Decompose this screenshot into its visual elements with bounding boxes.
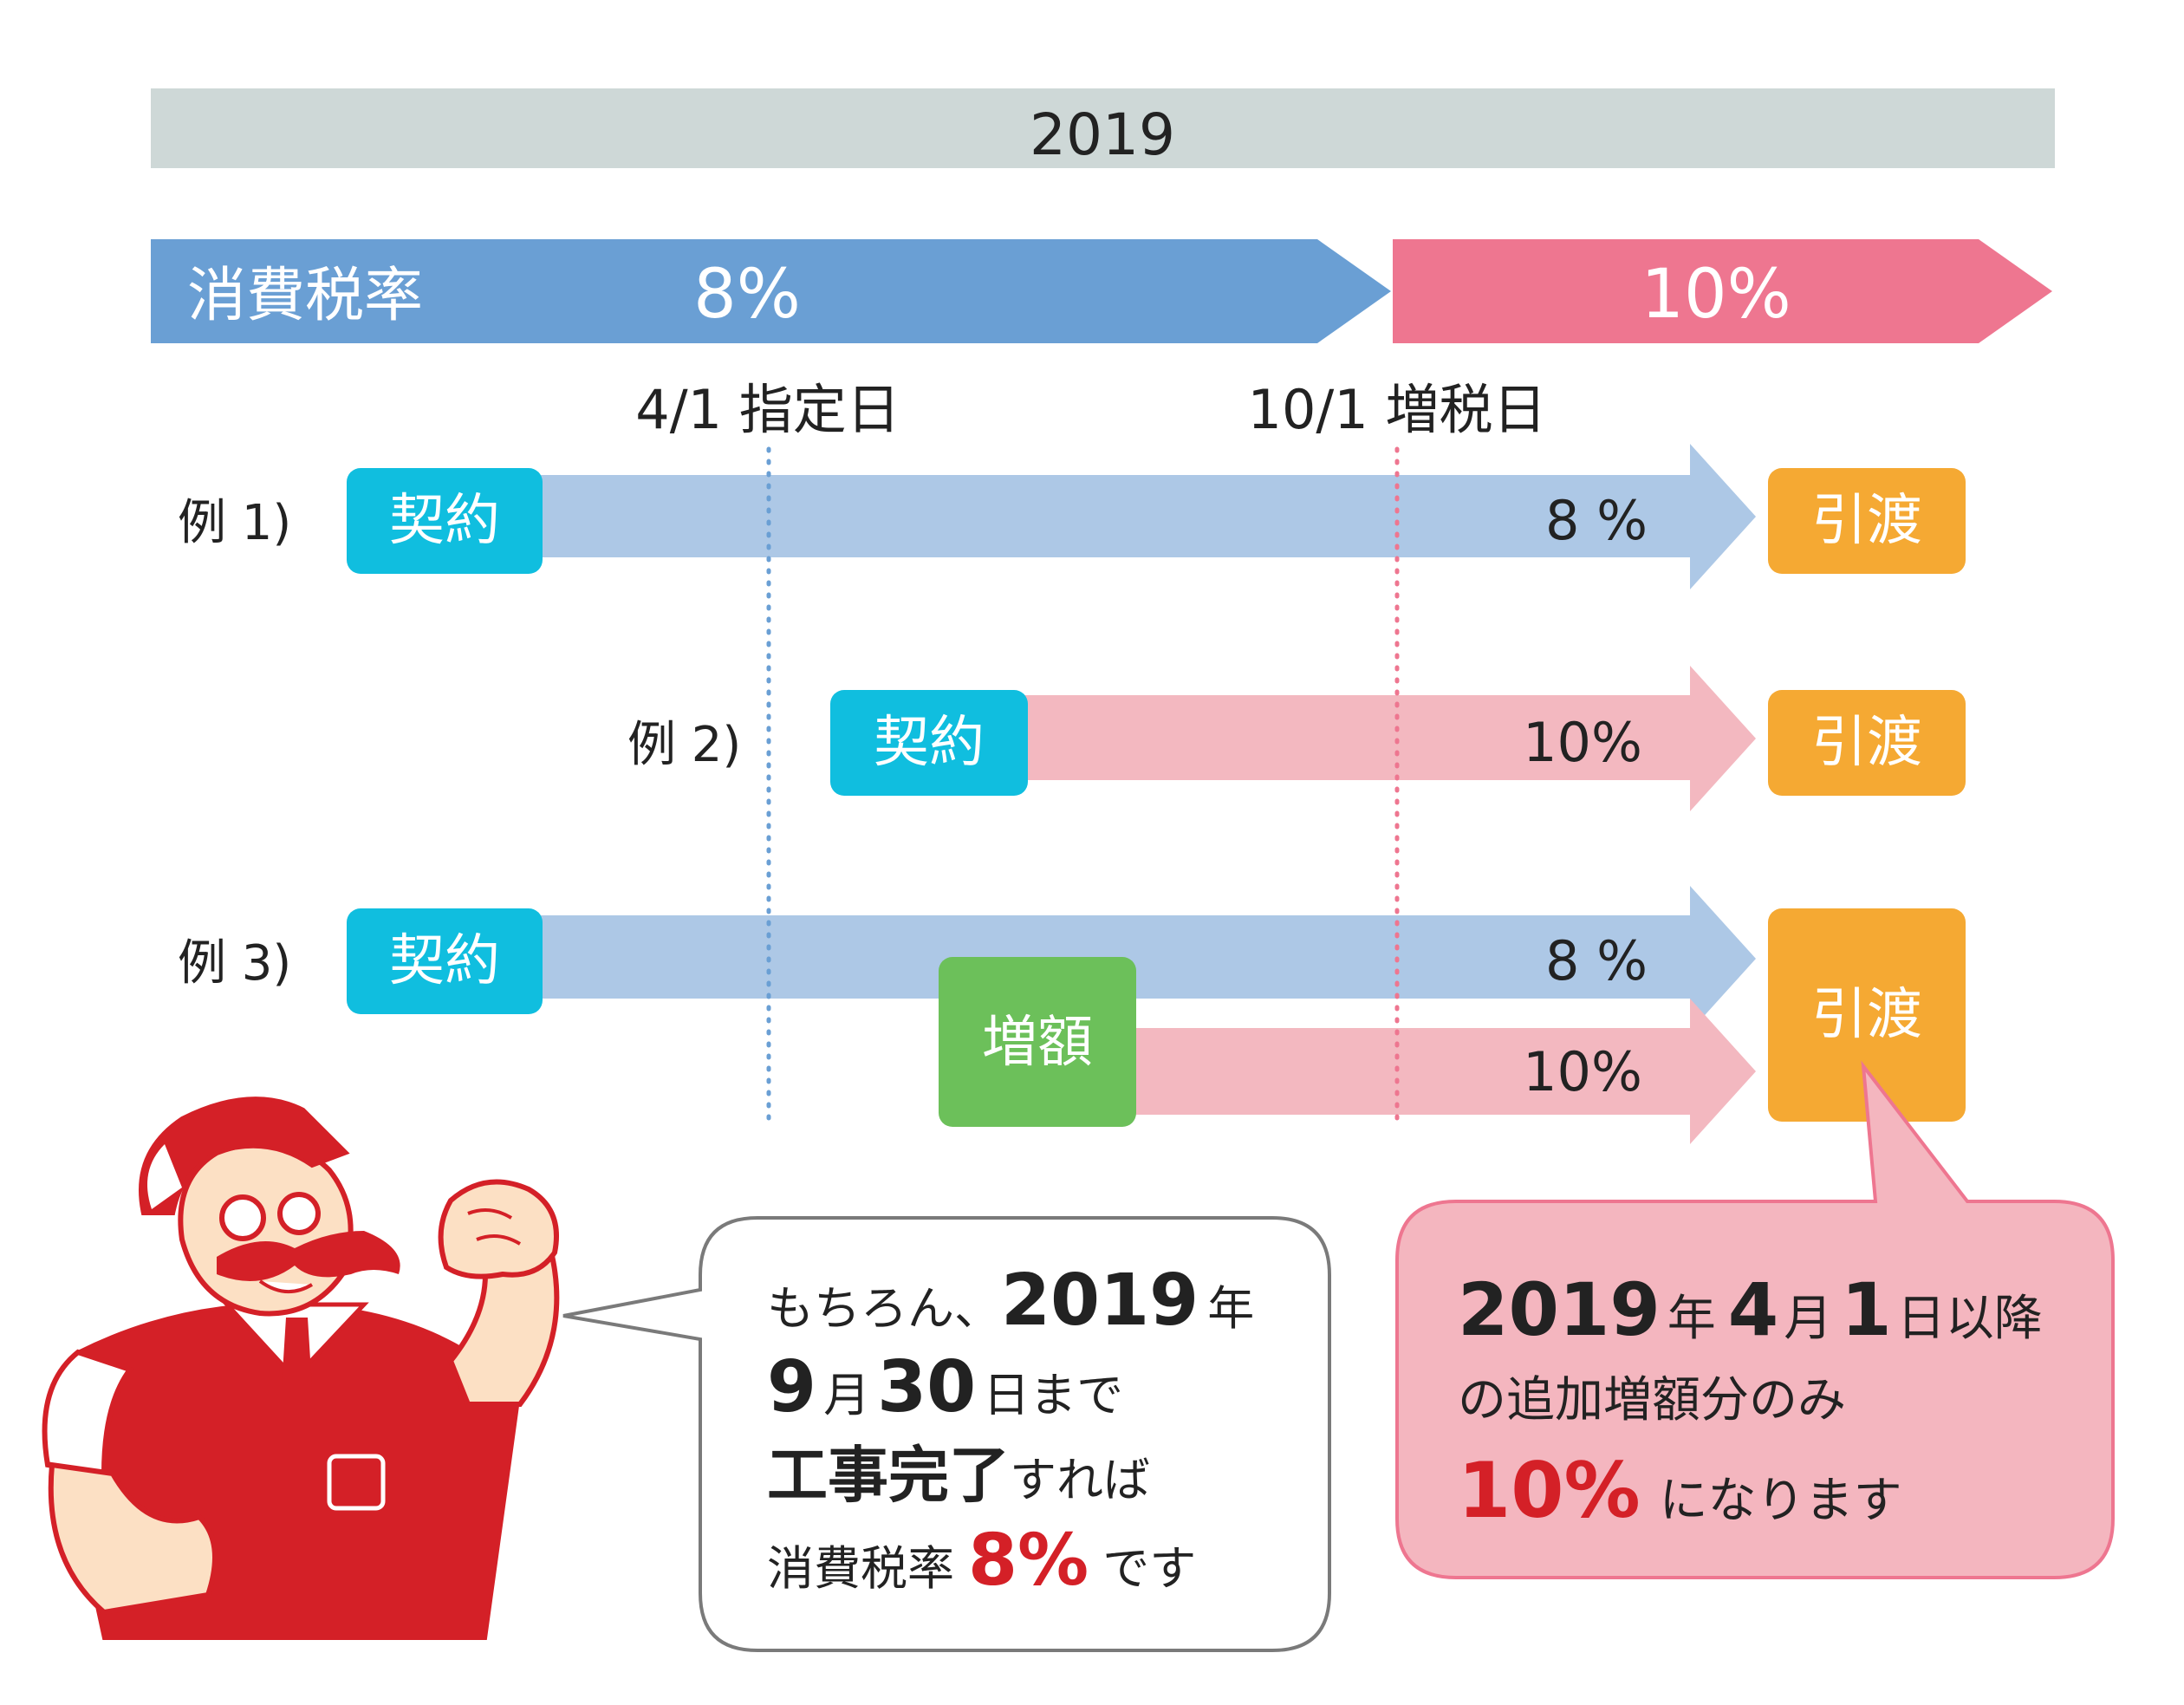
increase-rate-label: 10% xyxy=(1523,1040,1642,1103)
tax-increase-day-label: 10/1 増税日 xyxy=(1248,378,1547,441)
contract-label: 契約 xyxy=(389,489,500,553)
svg-text:10%になります: 10% になります xyxy=(1458,1446,1902,1535)
contract-box xyxy=(347,468,543,574)
delivery-box xyxy=(1768,908,1966,1122)
example-1: 契約 8 % 引渡 例 1) xyxy=(178,444,1966,589)
contract-label: 契約 xyxy=(874,711,985,775)
svg-text:2019: 2019 xyxy=(1030,101,1175,168)
delivery-box xyxy=(1768,690,1966,796)
designated-day-label: 4/1 指定日 xyxy=(635,378,900,441)
rate-label: 8 % xyxy=(1545,489,1648,552)
year-header: 2019 xyxy=(151,88,2055,168)
delivery-label: 引渡 xyxy=(1811,711,1922,775)
tax-rate-before: 8% xyxy=(693,256,801,334)
delivery-label: 引渡 xyxy=(1811,983,1922,1047)
rate-label: 10% xyxy=(1523,711,1642,774)
contract-box xyxy=(830,690,1028,796)
contract-box xyxy=(347,908,543,1014)
example-label: 例 2) xyxy=(627,717,741,773)
rate-label: 8 % xyxy=(1545,929,1648,992)
mascot-mechanic-icon xyxy=(42,1097,560,1640)
svg-text:の追加増額分のみ: の追加増額分のみ xyxy=(1458,1372,1846,1428)
tax-rate-label: 消費税率 xyxy=(187,262,423,330)
right-speech-bubble: 2019 年 4 月 1 日以降 の追加増額分のみ 10% になります xyxy=(1395,1060,2115,1579)
example-label: 例 3) xyxy=(178,935,291,992)
example-2: 契約 10% 引渡 例 2) xyxy=(627,666,1966,811)
increase-box xyxy=(939,957,1136,1127)
tax-rate-bar-8: 消費税率 8% xyxy=(151,239,1391,343)
tax-rate-bar-10: 10% xyxy=(1393,239,2052,343)
svg-text:工事完了すれば: 工事完了すれば xyxy=(767,1440,1150,1511)
increase-label: 増額 xyxy=(982,1011,1093,1075)
delivery-label: 引渡 xyxy=(1811,489,1922,553)
contract-label: 契約 xyxy=(389,929,500,993)
example-label: 例 1) xyxy=(178,495,291,551)
example-3: 契約 増額 8 % 10% 引渡 例 3) xyxy=(178,886,1966,1144)
delivery-box xyxy=(1768,468,1966,574)
tax-rate-after: 10% xyxy=(1641,256,1791,334)
left-speech-bubble: もちろん、2019 年 9 月30 日まで 工事完了すれば 消費税率 8% です xyxy=(562,1216,1331,1652)
